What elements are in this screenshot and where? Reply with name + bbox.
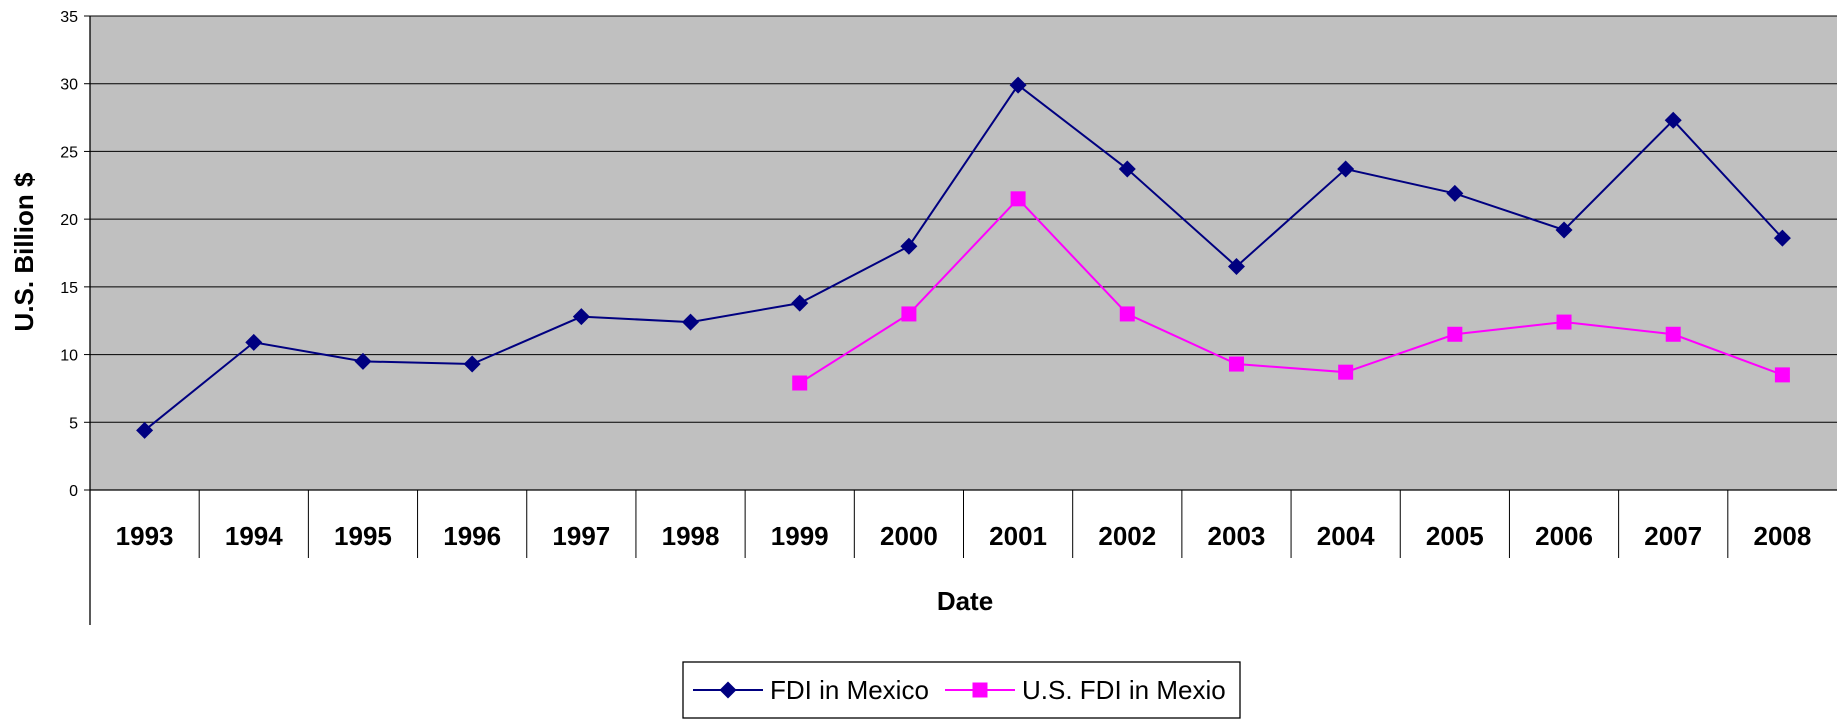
data-point (1555, 221, 1573, 239)
series-layer (136, 76, 1791, 439)
y-tick-label: 25 (60, 144, 78, 161)
data-point (901, 306, 917, 322)
x-tick-label: 2005 (1426, 521, 1484, 551)
plot-area (90, 16, 1837, 490)
y-tick-label: 20 (60, 212, 78, 229)
x-tick-label: 2001 (989, 521, 1047, 551)
data-point (791, 294, 809, 312)
data-point (1664, 111, 1682, 129)
x-tick-label: 1998 (662, 521, 720, 551)
data-point (1665, 326, 1681, 342)
data-point (245, 333, 263, 351)
x-tick-label: 2006 (1535, 521, 1593, 551)
data-point (572, 308, 590, 326)
y-axis-title: U.S. Billion $ (9, 172, 39, 331)
x-tick-label: 1999 (771, 521, 829, 551)
x-axis-title: Date (937, 586, 993, 616)
data-point (1227, 258, 1245, 276)
x-tick-label: 1996 (443, 521, 501, 551)
data-point (1773, 229, 1791, 247)
data-point (1337, 160, 1355, 178)
legend-marker (972, 682, 988, 698)
x-tick-label: 1994 (225, 521, 283, 551)
x-tick-label: 2007 (1644, 521, 1702, 551)
legend-label: U.S. FDI in Mexio (1022, 675, 1226, 705)
x-axis: 1993 1994 1995 1996 1997 1998 1999 2000 2001 2002… (89, 16, 1837, 625)
y-tick-label: 35 (60, 9, 78, 26)
y-tick-label: 10 (60, 348, 78, 365)
x-tick-label: 2003 (1208, 521, 1266, 551)
x-tick-label: 2004 (1317, 521, 1375, 551)
y-tick-label: 0 (69, 483, 78, 500)
data-point (1009, 76, 1027, 94)
series-2 (792, 191, 1790, 391)
data-point (354, 352, 372, 370)
x-tick-label: 1997 (552, 521, 610, 551)
legend-label: FDI in Mexico (770, 675, 929, 705)
data-point (1774, 367, 1790, 383)
legend-items: FDI in Mexico U.S. FDI in Mexio (693, 675, 1226, 705)
x-tick-label: 2002 (1098, 521, 1156, 551)
legend-item: FDI in Mexico (693, 675, 929, 705)
x-tick-label: 2008 (1753, 521, 1811, 551)
data-point (1119, 306, 1135, 322)
data-point (682, 313, 700, 331)
data-point (1228, 356, 1244, 372)
x-tick-label: 1995 (334, 521, 392, 551)
data-point (1447, 326, 1463, 342)
series-line (799, 197, 1783, 384)
legend-marker (719, 681, 737, 699)
y-tick-label: 5 (69, 415, 78, 432)
series-1 (136, 76, 1791, 439)
y-tick-label: 15 (60, 280, 78, 297)
legend-item: U.S. FDI in Mexio (945, 675, 1226, 705)
series-line (143, 83, 1784, 432)
data-point (1446, 184, 1464, 202)
legend: FDI in Mexico U.S. FDI in Mexio (682, 661, 1241, 719)
data-point (136, 421, 154, 439)
data-point (1556, 314, 1572, 330)
y-tick-label: 30 (60, 77, 78, 94)
x-tick-label: 2000 (880, 521, 938, 551)
data-point (1010, 191, 1026, 207)
data-point (900, 237, 918, 255)
x-tick-label: 1993 (116, 521, 174, 551)
data-point (792, 375, 808, 391)
data-point (463, 355, 481, 373)
data-point (1338, 364, 1354, 380)
y-axis-ticks: 0 5 10 15 20 25 30 35 (60, 9, 90, 500)
gridlines (90, 15, 1837, 423)
data-point (1118, 160, 1136, 178)
